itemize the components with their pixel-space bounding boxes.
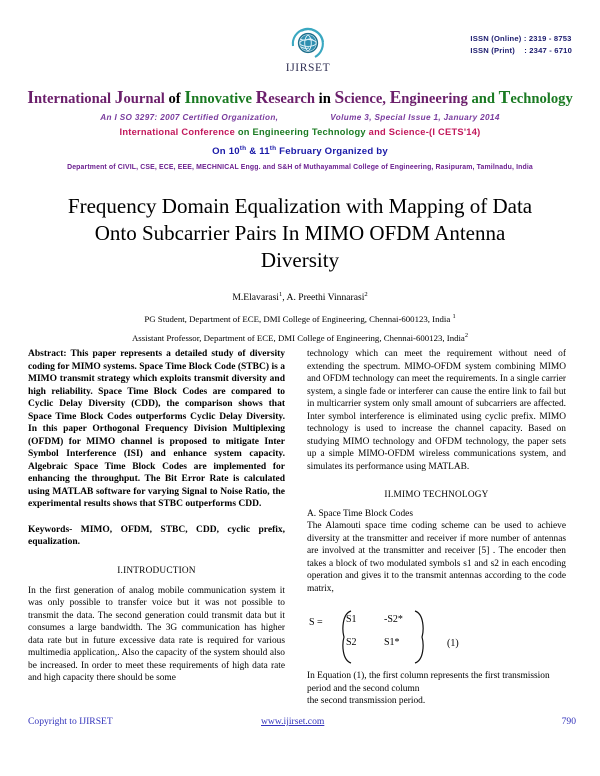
issn-block: ISSN (Online) : 2319 - 8753 ISSN (Print)… xyxy=(470,33,572,57)
author-list: M.Elavarasi1, A. Preethi Vinnarasi2 xyxy=(0,291,600,305)
author-separator: , xyxy=(282,292,287,304)
organized-pre: On 10 xyxy=(212,146,240,158)
iso-certification: An I SO 3297: 2007 Certified Organizatio… xyxy=(100,113,279,123)
abstract-paragraph: Abstract: This paper represents a detail… xyxy=(28,349,285,510)
matrix-brackets: S1 -S2* S2 S1* xyxy=(335,608,433,666)
website-anchor[interactable]: www.ijirset.com xyxy=(261,716,325,727)
footer-website-link[interactable]: www.ijirset.com xyxy=(243,716,536,727)
journal-title-cap-9: T xyxy=(498,87,511,107)
globe-in-circle-icon xyxy=(285,24,331,64)
footer-page-number: 790 xyxy=(561,716,576,727)
conference-line: International Conference on Engineering … xyxy=(14,127,586,137)
continuation-paragraph: technology which can meet the requiremen… xyxy=(307,349,566,472)
author-2-marker: 2 xyxy=(364,291,368,299)
subsection-heading-stbc: A. Space Time Block Codes xyxy=(307,509,413,519)
journal-title-cap-1: J xyxy=(114,87,124,107)
affiliation-1-text: PG Student, Department of ECE, DMI Colle… xyxy=(144,313,453,324)
organized-sup-1: th xyxy=(239,145,247,153)
stbc-paragraph: The Alamouti space time coding scheme ca… xyxy=(307,521,566,594)
journal-title-cap-7: E xyxy=(389,87,402,107)
conference-part-2: on xyxy=(237,127,250,138)
conference-part-3: Engineering Technology xyxy=(252,127,366,138)
journal-title-word-8: and xyxy=(471,91,495,107)
section-heading-mimo-technology: II.MIMO TECHNOLOGY xyxy=(384,490,489,500)
equation-1: S = S1 -S2* S2 S1* xyxy=(307,608,566,670)
affiliation-1-marker: 1 xyxy=(452,312,456,320)
organized-mid: & 11 xyxy=(246,146,270,158)
journal-title-word-6: Science, xyxy=(334,87,386,107)
conference-part-4: and xyxy=(368,127,386,138)
journal-title-cap-0: I xyxy=(27,87,35,107)
author-1: M.Elavarasi xyxy=(232,292,279,304)
journal-title-word-2: of xyxy=(168,91,181,107)
iso-volume-row: An I SO 3297: 2007 Certified Organizatio… xyxy=(14,113,586,122)
left-column: Abstract: This paper represents a detail… xyxy=(28,348,285,708)
matrix-cell-r2c2: S1* xyxy=(384,637,400,648)
keywords-paragraph: Keywords- MIMO, OFDM, STBC, CDD, cyclic … xyxy=(28,524,285,548)
journal-title-word-7: Engineering xyxy=(389,87,468,107)
journal-header: International Journal of Innovative Rese… xyxy=(0,87,600,172)
organized-post: February Organized by xyxy=(276,146,388,158)
author-2: A. Preethi Vinnarasi xyxy=(286,292,365,304)
journal-title-cap-3: I xyxy=(184,87,192,107)
page-title: Frequency Domain Equalization with Mappi… xyxy=(67,194,533,273)
matrix-cell-r1c2: -S2* xyxy=(384,614,403,625)
closing-paragraph: In Equation (1), the first column repres… xyxy=(307,671,550,706)
affiliation-2-marker: 2 xyxy=(464,331,469,339)
affiliation-1: PG Student, Department of ECE, DMI Colle… xyxy=(0,313,600,326)
journal-logo: IJIRSET xyxy=(272,24,344,74)
matrix-cells: S1 -S2* S2 S1* xyxy=(346,614,426,660)
conference-part-1: International Conference xyxy=(119,127,235,138)
page-footer: Copyright to IJIRSET www.ijirset.com 790 xyxy=(28,716,576,727)
journal-logo-text: IJIRSET xyxy=(285,62,331,74)
matrix-cell-r2c1: S2 xyxy=(346,637,357,648)
matrix-cell-r1c1: S1 xyxy=(346,614,357,625)
journal-title: International Journal of Innovative Rese… xyxy=(14,87,586,107)
journal-title-cap-4: R xyxy=(255,87,269,107)
organized-sup-2: th xyxy=(269,145,277,153)
journal-title-word-9: Technology xyxy=(498,87,573,107)
matrix-row-2: S2 S1* xyxy=(346,637,426,660)
author-1-marker: 1 xyxy=(278,291,283,299)
affiliation-2-text: Assistant Professor, Department of ECE, … xyxy=(131,332,465,343)
footer-copyright: Copyright to IJIRSET xyxy=(28,716,113,727)
equation-lhs: S = xyxy=(309,617,323,628)
journal-title-word-4: Research xyxy=(255,87,315,107)
matrix-row-1: S1 -S2* xyxy=(346,614,426,637)
section-heading-introduction: I.INTRODUCTION xyxy=(117,565,196,576)
issn-print: ISSN (Print) : 2347 - 6710 xyxy=(470,45,572,55)
journal-title-word-0: International xyxy=(27,87,112,107)
organized-by-line: On 10th & 11th February Organized by xyxy=(14,145,586,157)
body-columns: Abstract: This paper represents a detail… xyxy=(28,348,576,708)
right-column: technology which can meet the requiremen… xyxy=(307,348,566,708)
journal-title-cap-6: S xyxy=(334,87,345,107)
journal-title-word-5: in xyxy=(318,91,331,107)
masthead: IJIRSET ISSN (Online) : 2319 - 8753 ISSN… xyxy=(0,0,600,82)
issn-online: ISSN (Online) : 2319 - 8753 xyxy=(470,34,572,43)
journal-title-word-1: Journal xyxy=(114,87,165,107)
affiliation-2: Assistant Professor, Department of ECE, … xyxy=(0,332,600,345)
introduction-paragraph: In the first generation of analog mobile… xyxy=(28,585,285,684)
equation-number: (1) xyxy=(447,638,459,649)
volume-issue: Volume 3, Special Issue 1, January 2014 xyxy=(330,113,500,123)
department-line: Department of CIVIL, CSE, ECE, EEE, MECH… xyxy=(67,164,533,172)
journal-title-word-3: Innovative xyxy=(184,87,252,107)
conference-part-5: Science-(I CETS'14) xyxy=(388,127,481,138)
